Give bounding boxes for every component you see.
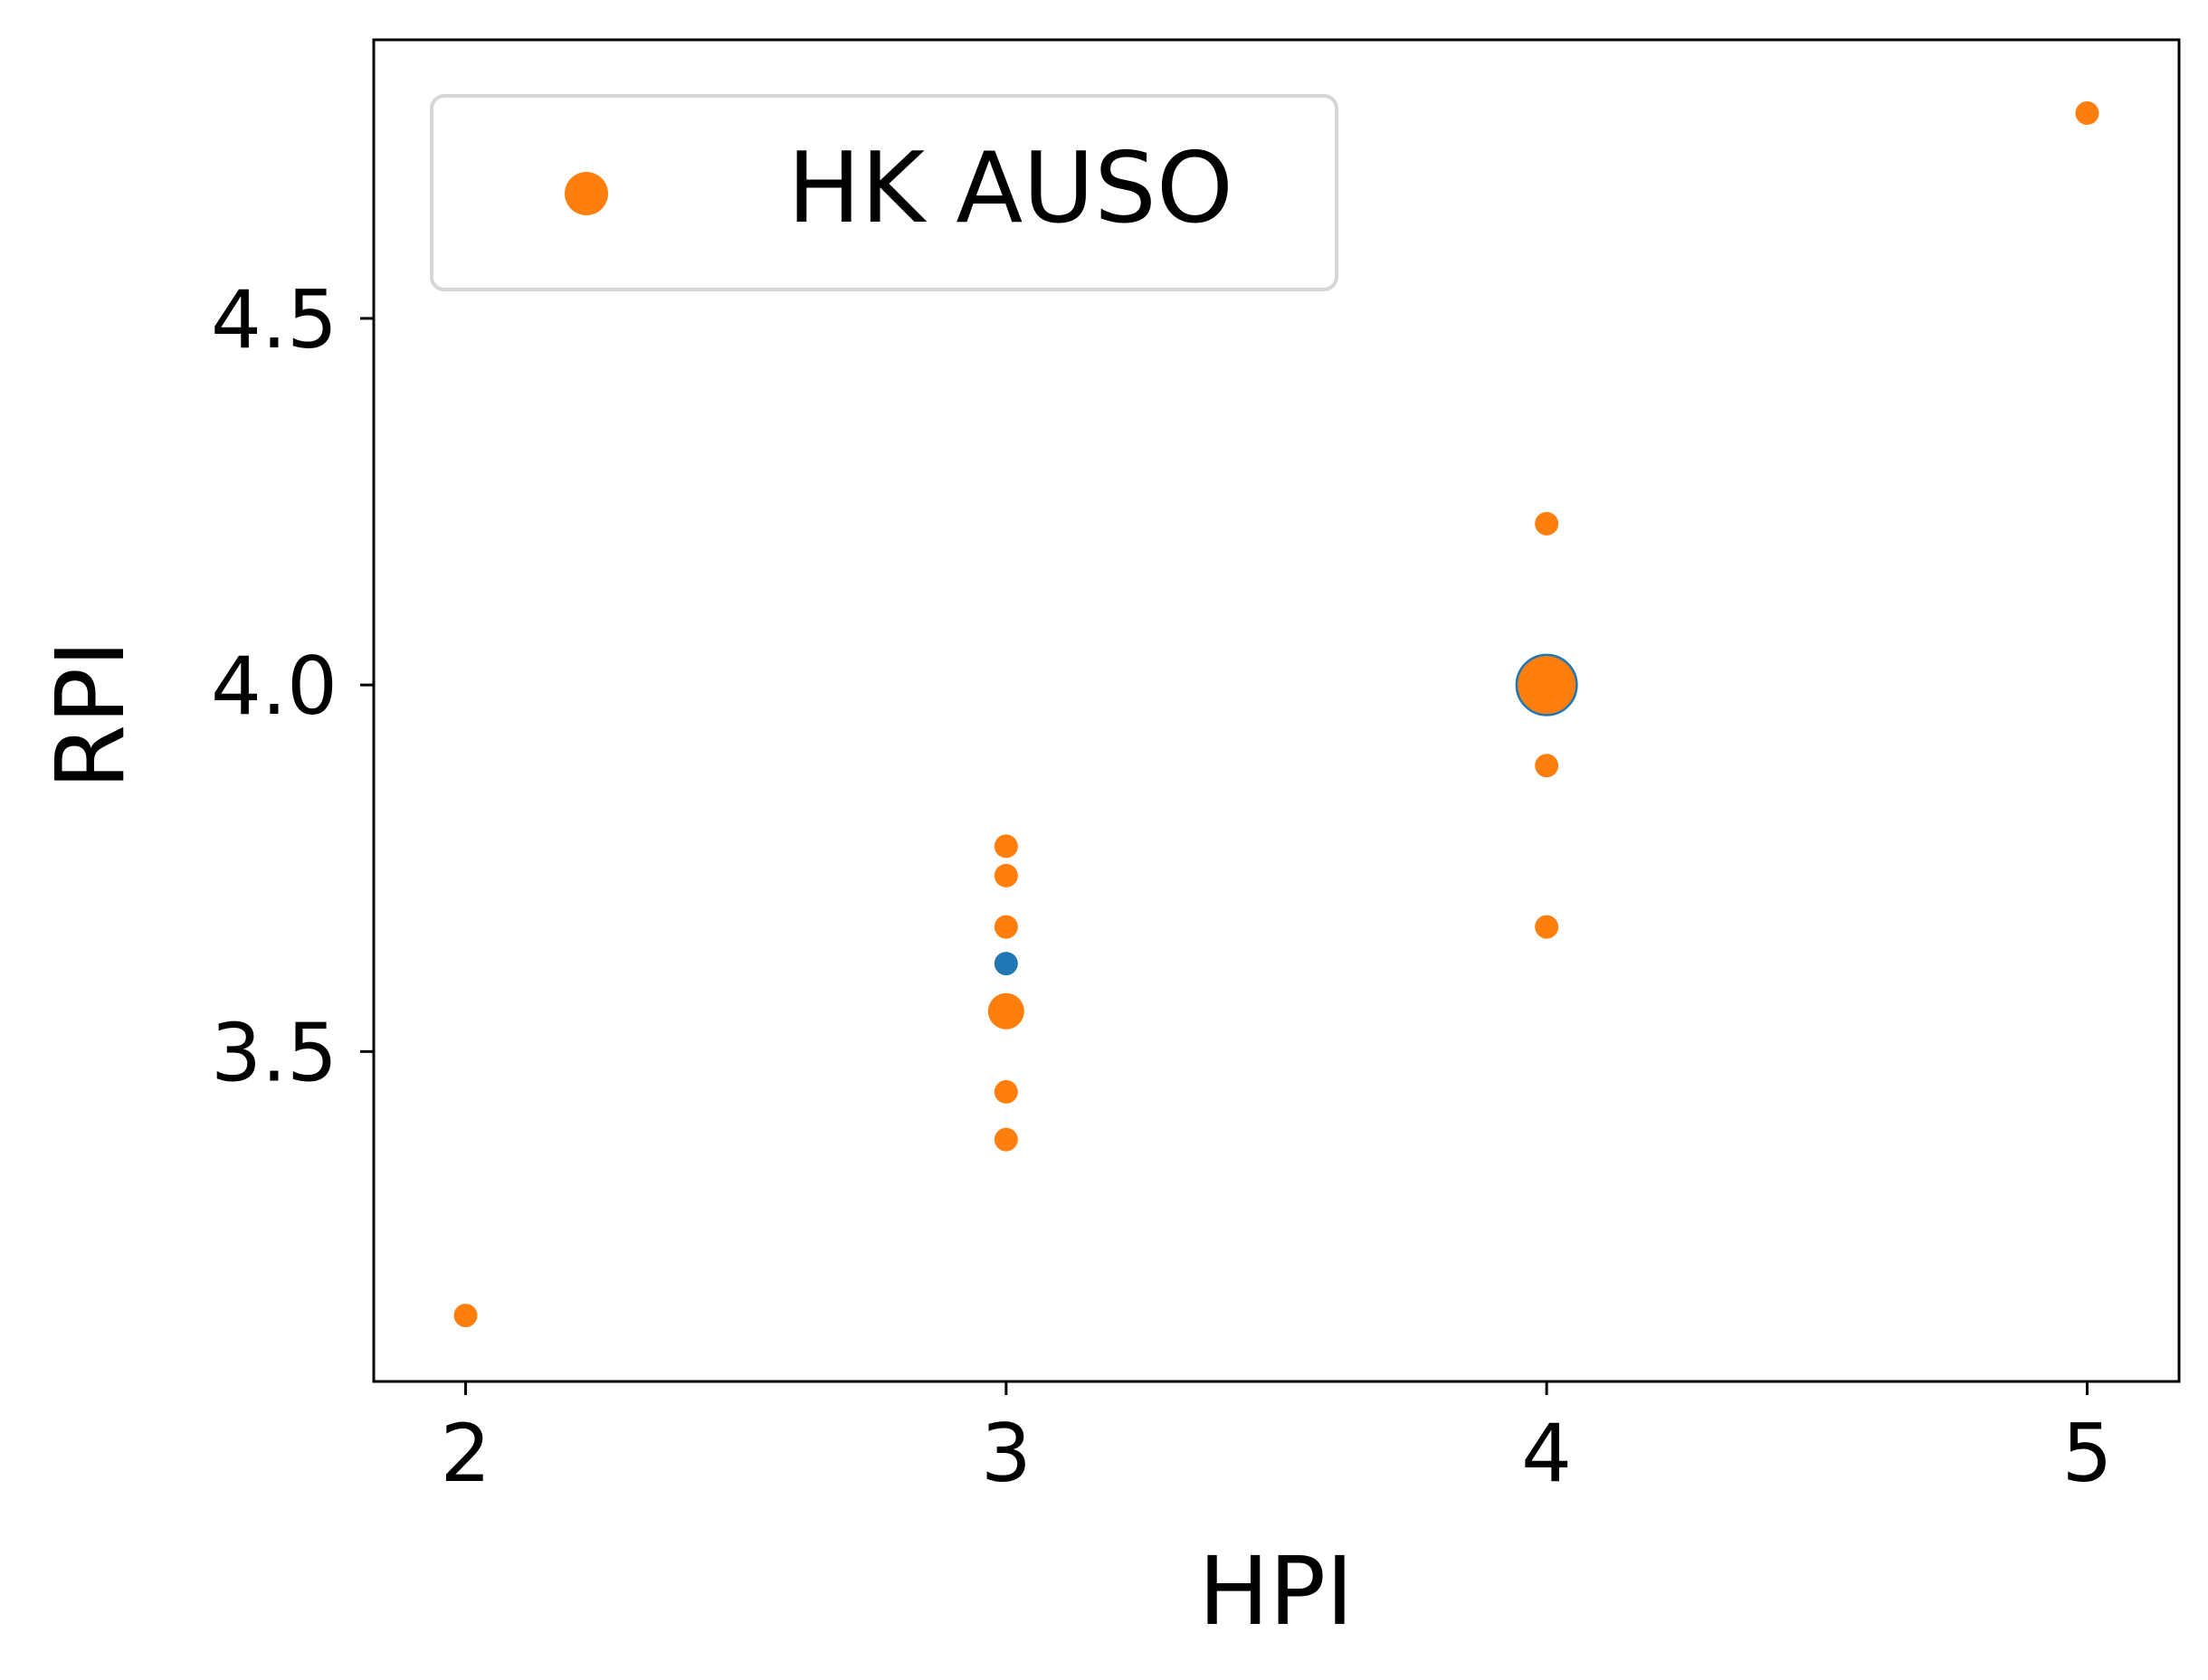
hk-auso-point bbox=[1535, 511, 1559, 536]
hk-auso-point bbox=[994, 1079, 1018, 1104]
axes-frame bbox=[372, 38, 2181, 1383]
legend: HK AUSO bbox=[430, 94, 1338, 291]
data-points bbox=[453, 101, 2099, 1328]
hk-auso-point bbox=[987, 992, 1024, 1030]
y-tick-label: 3.5 bbox=[211, 1006, 338, 1099]
hk-auso-point bbox=[994, 1127, 1018, 1152]
series-point bbox=[994, 952, 1018, 976]
hk-auso-point bbox=[1535, 915, 1559, 939]
hk-auso-point bbox=[1535, 754, 1559, 778]
x-axis-label: HPI bbox=[1198, 1536, 1354, 1647]
x-tick-label: 2 bbox=[441, 1407, 491, 1500]
x-tick-label: 5 bbox=[2061, 1407, 2112, 1500]
x-tick-label: 3 bbox=[981, 1407, 1032, 1500]
y-axis-label: RPI bbox=[35, 640, 146, 790]
legend-box bbox=[430, 94, 1338, 291]
hk-auso-point bbox=[2075, 101, 2099, 126]
legend-label: HK AUSO bbox=[787, 132, 1233, 245]
hk-auso-point bbox=[994, 915, 1018, 939]
plot-area: 2 3 4 5 3.5 4.0 4.5 bbox=[211, 38, 2181, 1500]
hk-auso-point bbox=[994, 863, 1018, 887]
y-tick-label: 4.0 bbox=[211, 640, 338, 733]
hk-auso-point bbox=[453, 1304, 478, 1328]
hk-auso-point bbox=[994, 834, 1018, 859]
hk-auso-point bbox=[1518, 656, 1576, 715]
x-tick-label: 4 bbox=[1521, 1407, 1572, 1500]
x-axis-ticks: 2 3 4 5 bbox=[441, 1381, 2112, 1500]
legend-marker bbox=[565, 172, 608, 215]
y-tick-label: 4.5 bbox=[211, 273, 338, 366]
y-axis-ticks: 3.5 4.0 4.5 bbox=[211, 273, 374, 1099]
